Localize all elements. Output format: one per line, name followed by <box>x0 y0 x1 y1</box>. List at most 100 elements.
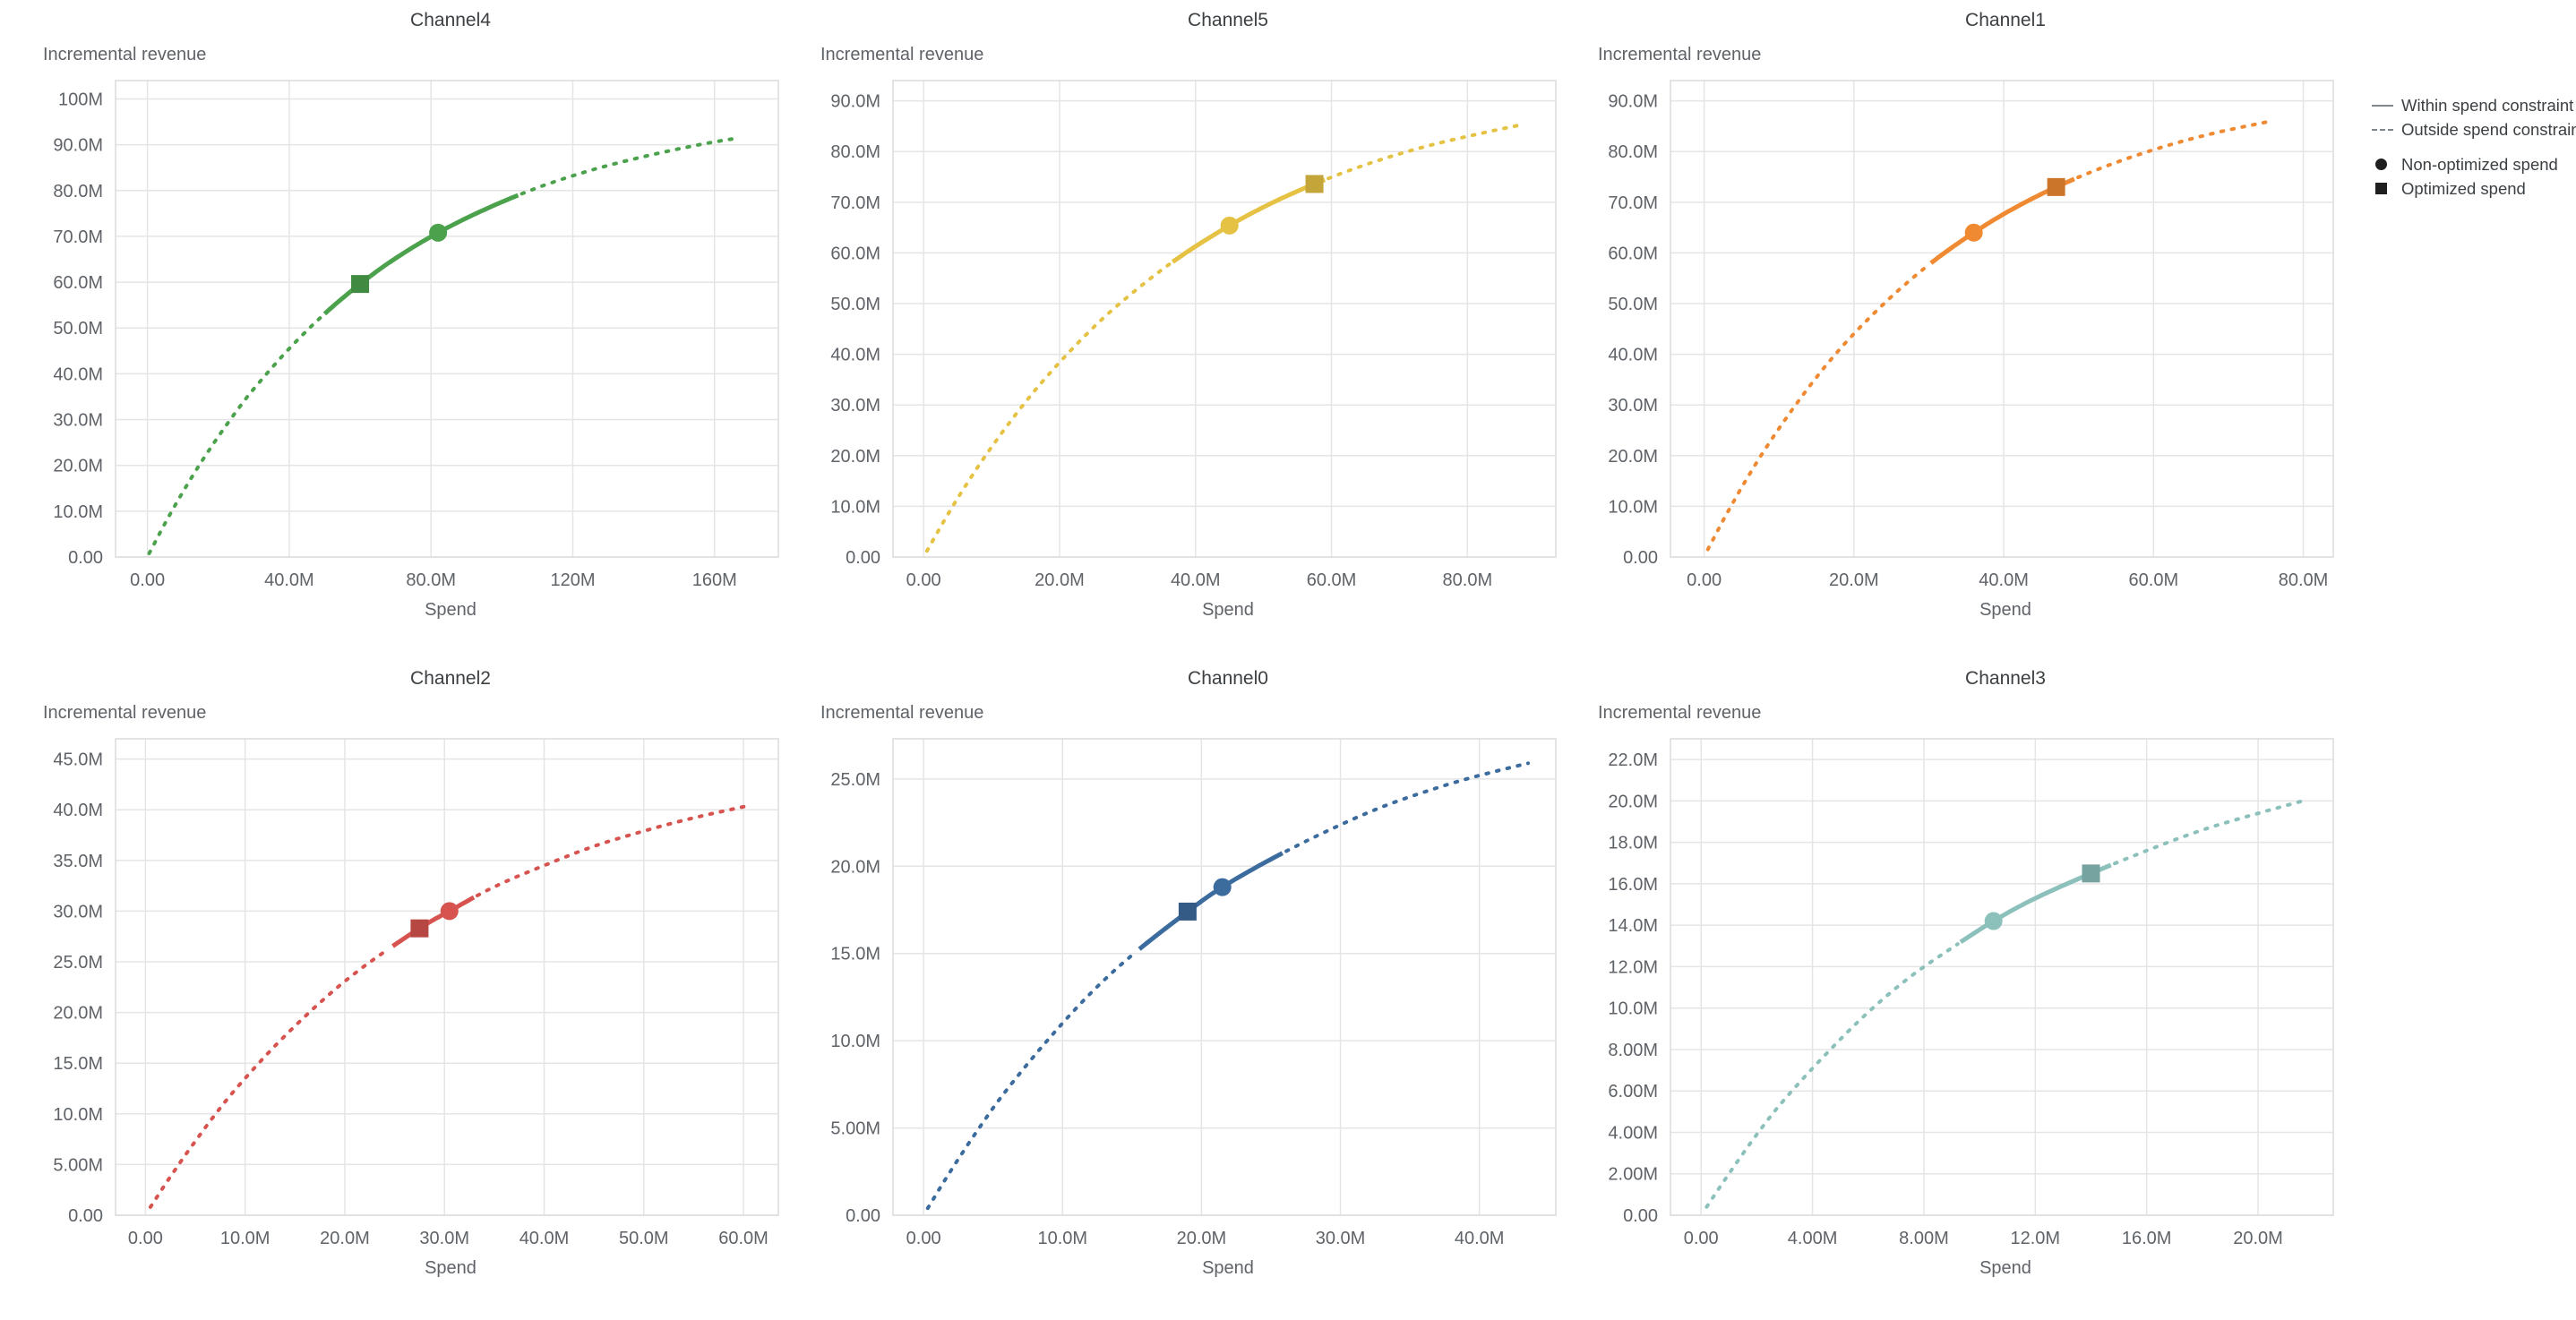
optimized-marker <box>2082 864 2100 883</box>
svg-text:0.00: 0.00 <box>1687 570 1722 590</box>
x-axis-title: Spend <box>1979 1258 2031 1278</box>
chart-title: Channel4 <box>410 10 491 30</box>
svg-text:20.0M: 20.0M <box>53 1004 103 1024</box>
svg-text:40.0M: 40.0M <box>53 801 103 820</box>
plot-area: 0.00 20.0M 40.0M 60.0M 80.0M 0.00 10.0M 20.0M 30… <box>830 80 1557 590</box>
svg-text:25.0M: 25.0M <box>830 770 880 790</box>
svg-text:50.0M: 50.0M <box>619 1229 669 1248</box>
svg-text:40.0M: 40.0M <box>519 1229 570 1248</box>
chart-title: Channel5 <box>1188 10 1268 30</box>
svg-text:60.0M: 60.0M <box>53 273 103 293</box>
y-axis-title: Incremental revenue <box>43 703 207 723</box>
circle-marker-icon <box>2375 159 2387 170</box>
chart-title: Channel1 <box>1965 10 2046 30</box>
svg-text:20.0M: 20.0M <box>1035 570 1085 590</box>
svg-text:4.00M: 4.00M <box>1788 1229 1838 1248</box>
y-axis-title: Incremental revenue <box>1598 45 1762 64</box>
svg-text:35.0M: 35.0M <box>53 852 103 871</box>
svg-text:10.0M: 10.0M <box>1037 1229 1087 1248</box>
svg-text:0.00: 0.00 <box>846 548 880 568</box>
svg-text:5.00M: 5.00M <box>53 1155 103 1175</box>
svg-text:60.0M: 60.0M <box>1307 570 1357 590</box>
svg-text:20.0M: 20.0M <box>1177 1229 1227 1248</box>
svg-text:0.00: 0.00 <box>906 570 941 590</box>
svg-text:80.0M: 80.0M <box>1443 570 1493 590</box>
svg-text:20.0M: 20.0M <box>1608 447 1658 467</box>
chart-title: Channel3 <box>1965 668 2046 689</box>
legend-item-within-constraint: Within spend constraint <box>2372 93 2576 117</box>
non-optimized-marker <box>429 223 448 242</box>
legend: Within spend constraint Outside spend co… <box>2372 93 2576 201</box>
x-axis-title: Spend <box>1979 600 2031 620</box>
svg-text:30.0M: 30.0M <box>1316 1229 1366 1248</box>
legend-item-optimized: Optimized spend <box>2372 176 2576 201</box>
svg-text:0.00: 0.00 <box>906 1229 941 1248</box>
svg-text:70.0M: 70.0M <box>830 193 880 213</box>
svg-text:6.00M: 6.00M <box>1608 1082 1658 1101</box>
optimized-marker <box>1178 902 1197 921</box>
svg-text:10.0M: 10.0M <box>1608 497 1658 517</box>
svg-text:12.0M: 12.0M <box>1608 957 1658 977</box>
dashed-line-icon <box>2372 128 2393 131</box>
svg-text:10.0M: 10.0M <box>830 497 880 517</box>
optimized-marker <box>2047 177 2065 196</box>
svg-text:14.0M: 14.0M <box>1608 916 1658 936</box>
svg-text:60.0M: 60.0M <box>718 1229 769 1248</box>
svg-text:20.0M: 20.0M <box>1829 570 1879 590</box>
plot-area: 0.00 20.0M 40.0M 60.0M 80.0M 0.00 10.0M 20.0M 30… <box>1608 80 2334 590</box>
legend-label: Outside spend constraint <box>2401 119 2576 139</box>
svg-text:50.0M: 50.0M <box>1608 295 1658 314</box>
non-optimized-marker <box>440 902 459 921</box>
y-axis-title: Incremental revenue <box>1598 703 1762 723</box>
svg-text:50.0M: 50.0M <box>830 295 880 314</box>
svg-text:18.0M: 18.0M <box>1608 834 1658 853</box>
chart-channel1: Channel1 Incremental revenue 0.00 20.0M 40… <box>1585 0 2363 658</box>
legend-label: Within spend constraint <box>2401 95 2574 115</box>
svg-text:80.0M: 80.0M <box>1608 142 1658 162</box>
svg-text:80.0M: 80.0M <box>406 570 456 590</box>
optimized-marker <box>1305 175 1324 193</box>
svg-text:40.0M: 40.0M <box>1455 1229 1505 1248</box>
non-optimized-marker <box>1220 216 1239 235</box>
svg-text:50.0M: 50.0M <box>53 319 103 339</box>
svg-text:40.0M: 40.0M <box>1608 346 1658 365</box>
plot-area: 0.00 10.0M 20.0M 30.0M 40.0M 0.00 5.00M 10.0M 15… <box>830 738 1557 1248</box>
svg-text:20.0M: 20.0M <box>320 1229 370 1248</box>
svg-text:30.0M: 30.0M <box>53 411 103 431</box>
non-optimized-marker <box>1213 878 1232 896</box>
optimized-marker <box>351 275 370 294</box>
svg-text:60.0M: 60.0M <box>1608 244 1658 263</box>
svg-text:70.0M: 70.0M <box>53 227 103 247</box>
svg-text:30.0M: 30.0M <box>830 396 880 416</box>
svg-text:45.0M: 45.0M <box>53 750 103 770</box>
svg-text:10.0M: 10.0M <box>53 502 103 522</box>
svg-text:0.00: 0.00 <box>68 548 103 568</box>
svg-text:0.00: 0.00 <box>128 1229 163 1248</box>
svg-text:100M: 100M <box>58 90 103 109</box>
svg-text:0.00: 0.00 <box>1623 1206 1658 1226</box>
svg-text:20.0M: 20.0M <box>53 457 103 476</box>
chart-title: Channel0 <box>1188 668 1268 689</box>
y-axis-title: Incremental revenue <box>43 45 207 64</box>
plot-area: 0.00 10.0M 20.0M 30.0M 40.0M 50.0M 60.0M 0.00 5.… <box>53 738 779 1248</box>
legend-item-outside-constraint: Outside spend constraint <box>2372 117 2576 141</box>
svg-text:80.0M: 80.0M <box>53 182 103 201</box>
svg-text:30.0M: 30.0M <box>1608 396 1658 416</box>
optimized-marker <box>410 919 429 938</box>
svg-text:16.0M: 16.0M <box>2122 1229 2172 1248</box>
plot-area: 0.00 4.00M 8.00M 12.0M 16.0M 20.0M 0.00 2.00M 4.… <box>1608 738 2334 1248</box>
svg-text:70.0M: 70.0M <box>1608 193 1658 213</box>
svg-text:5.00M: 5.00M <box>830 1119 880 1139</box>
svg-text:0.00: 0.00 <box>68 1206 103 1226</box>
legend-label: Non-optimized spend <box>2401 154 2558 174</box>
svg-text:90.0M: 90.0M <box>1608 92 1658 112</box>
svg-text:90.0M: 90.0M <box>53 136 103 156</box>
svg-text:0.00: 0.00 <box>1684 1229 1719 1248</box>
solid-line-icon <box>2372 104 2393 107</box>
svg-text:20.0M: 20.0M <box>2233 1229 2283 1248</box>
svg-text:160M: 160M <box>692 570 737 590</box>
svg-text:80.0M: 80.0M <box>830 142 880 162</box>
svg-text:30.0M: 30.0M <box>419 1229 469 1248</box>
chart-title: Channel2 <box>410 668 491 689</box>
